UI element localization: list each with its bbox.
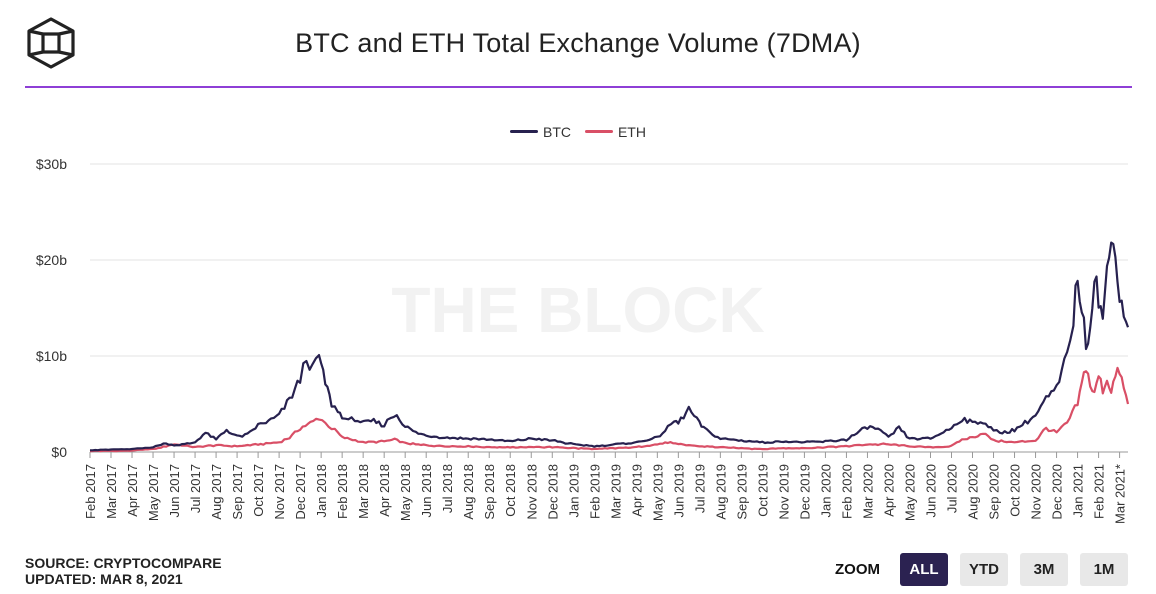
- legend-swatch-btc: [510, 130, 539, 133]
- x-tick-label: Aug 2017: [209, 464, 224, 520]
- page-title: BTC and ETH Total Exchange Volume (7DMA): [295, 28, 861, 58]
- zoom-label: ZOOM: [835, 561, 880, 578]
- x-tick-label: Jul 2017: [188, 464, 203, 513]
- legend-label-btc: BTC: [543, 123, 572, 140]
- x-tick-label: Feb 2020: [839, 464, 854, 519]
- x-tick-label: Feb 2021: [1092, 464, 1107, 519]
- series-line-eth: [89, 366, 1130, 453]
- x-tick-label: May 2018: [398, 464, 413, 521]
- x-tick-label: Mar 2018: [356, 464, 371, 519]
- x-tick-label: Nov 2017: [272, 464, 287, 520]
- updated-text: UPDATED: MAR 8, 2021: [25, 571, 183, 587]
- x-tick-label: Nov 2018: [524, 464, 539, 520]
- x-tick-label: Nov 2020: [1029, 464, 1044, 520]
- x-tick-label: Oct 2017: [251, 464, 266, 517]
- y-tick-label: $0: [51, 444, 67, 460]
- x-tick-label: Feb 2017: [83, 464, 98, 519]
- zoom-3m-button[interactable]: 3M: [1020, 553, 1068, 586]
- x-tick-label: May 2019: [650, 464, 665, 521]
- x-tick-label: Sep 2017: [230, 464, 245, 520]
- x-tick-label: Jun 2020: [923, 464, 938, 518]
- x-tick-label: Jan 2018: [314, 464, 329, 518]
- x-tick-label: Apr 2017: [125, 464, 140, 517]
- x-tick-label: Mar 2019: [608, 464, 623, 519]
- x-tick-label: Jan 2021: [1071, 464, 1086, 518]
- zoom-all-button[interactable]: ALL: [900, 553, 948, 586]
- x-tick-label: Jun 2017: [167, 464, 182, 518]
- header-divider: [25, 86, 1132, 88]
- x-tick-label: Feb 2019: [587, 464, 602, 519]
- x-tick-label: Oct 2020: [1008, 464, 1023, 517]
- x-tick-label: Jan 2020: [818, 464, 833, 518]
- x-tick-label: Aug 2019: [713, 464, 728, 520]
- x-tick-label: Jan 2019: [566, 464, 581, 518]
- x-tick-label: Sep 2018: [482, 464, 497, 520]
- x-tick-label: Dec 2019: [797, 464, 812, 520]
- source-text: SOURCE: CRYPTOCOMPARE: [25, 555, 222, 571]
- x-tick-label: Jul 2020: [944, 464, 959, 513]
- legend-swatch-eth: [584, 130, 613, 133]
- x-tick-label: Oct 2019: [755, 464, 770, 517]
- x-tick-label: Apr 2018: [377, 464, 392, 517]
- x-tick-label: Aug 2020: [966, 464, 981, 520]
- zoom-ytd-button[interactable]: YTD: [960, 553, 1008, 586]
- x-tick-label: May 2017: [146, 464, 161, 521]
- x-tick-label: Sep 2020: [987, 464, 1002, 520]
- x-tick-label: Nov 2019: [776, 464, 791, 520]
- x-tick-label: Jun 2019: [671, 464, 686, 518]
- x-tick-label: Dec 2020: [1050, 464, 1065, 520]
- source-note: SOURCE: CRYPTOCOMPARE UPDATED: MAR 8, 20…: [25, 555, 222, 587]
- watermark: THE BLOCK: [391, 274, 764, 346]
- series-line-btc: [90, 241, 1130, 452]
- legend-item-eth[interactable]: ETH: [584, 123, 646, 140]
- y-tick-label: $20b: [36, 252, 67, 268]
- x-tick-label: Sep 2019: [734, 464, 749, 520]
- legend-item-btc[interactable]: BTC: [510, 124, 571, 140]
- x-tick-label: Mar 2017: [104, 464, 119, 519]
- x-tick-label: Dec 2018: [545, 464, 560, 520]
- y-tick-label: $10b: [36, 348, 67, 364]
- x-tick-label: Oct 2018: [503, 464, 518, 517]
- x-tick-label: Jul 2018: [440, 464, 455, 513]
- x-tick-label: Mar 2021*: [1113, 464, 1128, 524]
- legend-label-eth: ETH: [617, 123, 646, 140]
- x-tick-label: Jul 2019: [692, 464, 707, 513]
- x-tick-label: Apr 2020: [881, 464, 896, 517]
- x-tick-label: Dec 2017: [293, 464, 308, 520]
- x-tick-label: Apr 2019: [629, 464, 644, 517]
- legend: BTC ETH: [0, 120, 1156, 140]
- x-tick-label: May 2020: [902, 464, 917, 521]
- x-tick-label: Aug 2018: [461, 464, 476, 520]
- the-block-logo: [27, 17, 75, 69]
- y-tick-label: $30b: [36, 156, 67, 172]
- x-tick-label: Feb 2018: [335, 464, 350, 519]
- zoom-controls: ZOOM ALL YTD 3M 1M: [835, 553, 1128, 586]
- zoom-1m-button[interactable]: 1M: [1080, 553, 1128, 586]
- x-tick-label: Jun 2018: [419, 464, 434, 518]
- x-tick-label: Mar 2020: [860, 464, 875, 519]
